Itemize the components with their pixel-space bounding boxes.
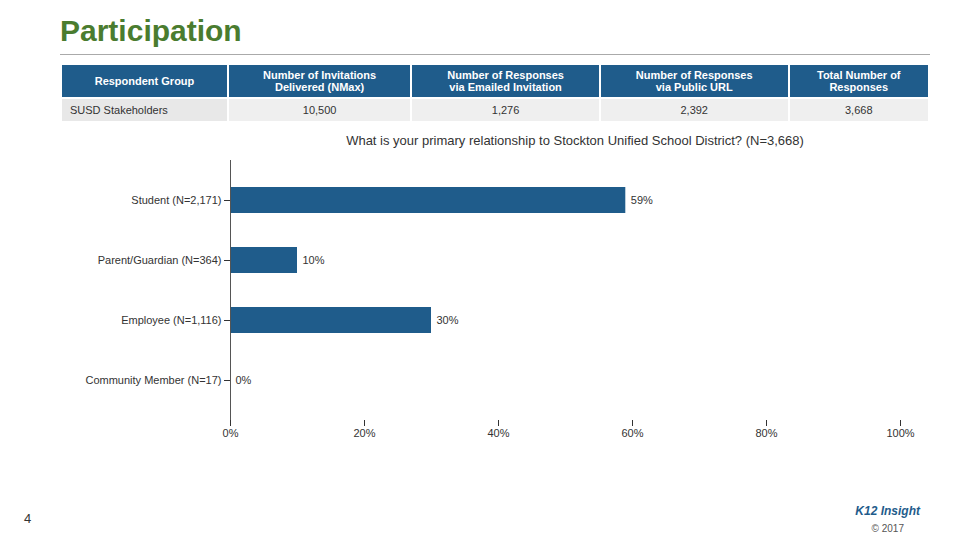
svg-text:60%: 60% — [621, 427, 643, 439]
html-text:© 2017: © 2017 — [871, 523, 904, 534]
html-text:K12 Insight: K12 Insight — [855, 504, 920, 518]
svg-text:80%: 80% — [755, 427, 777, 439]
html-text:1,276: 1,276 — [491, 104, 520, 116]
svg-text:0%: 0% — [223, 427, 239, 439]
svg-text:Community Member (N=17): Community Member (N=17) — [85, 374, 221, 386]
html-text:10,500: 10,500 — [302, 104, 337, 116]
svg-text:20%: 20% — [353, 427, 375, 439]
html-text:Number of Responses via Emaile: Number of Responses via Emailed Invitati… — [447, 69, 564, 93]
html-text:Number of Responses via Public: Number of Responses via Public URL — [635, 69, 753, 93]
svg-text:40%: 40% — [487, 427, 509, 439]
html-text:Respondent Group: Respondent Group — [94, 75, 195, 87]
html-text:Total Number of Responses: Total Number of Responses — [817, 69, 901, 93]
html-text:4: 4 — [24, 511, 32, 526]
svg-text:Employee (N=1,116): Employee (N=1,116) — [121, 314, 221, 326]
svg-text:10%: 10% — [303, 254, 325, 266]
html-text:Number of Invitations Delivere: Number of Invitations Delivered (NMax) — [263, 69, 377, 93]
svg-text:Parent/Guardian (N=364): Parent/Guardian (N=364) — [98, 254, 222, 266]
html-text:Participation: Participation — [60, 14, 242, 47]
svg-text:59%: 59% — [631, 194, 653, 206]
svg-text:30%: 30% — [437, 314, 459, 326]
svg-text:Student (N=2,171): Student (N=2,171) — [131, 194, 221, 206]
svg-text:0%: 0% — [236, 374, 252, 386]
svg-text:100%: 100% — [886, 427, 914, 439]
html-text:2,392: 2,392 — [680, 104, 708, 116]
html-text:What is your primary relations: What is your primary relationship to Sto… — [346, 133, 804, 148]
html-text:3,668: 3,668 — [845, 104, 873, 116]
html-text:SUSD Stakeholders: SUSD Stakeholders — [70, 104, 168, 116]
